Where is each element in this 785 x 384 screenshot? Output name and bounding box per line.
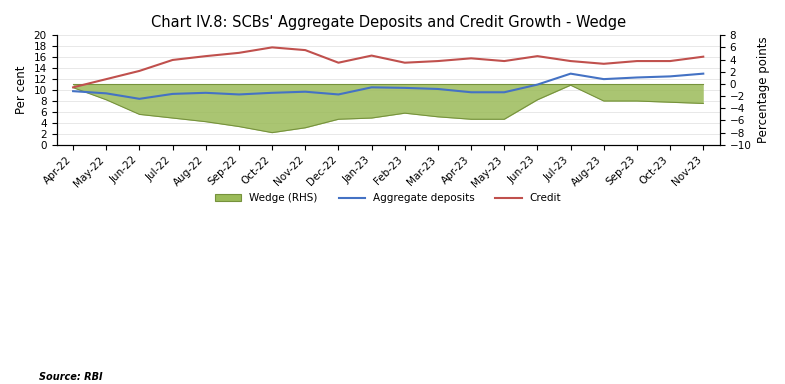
Title: Chart IV.8: SCBs' Aggregate Deposits and Credit Growth - Wedge: Chart IV.8: SCBs' Aggregate Deposits and… bbox=[151, 15, 626, 30]
Text: Source: RBI: Source: RBI bbox=[39, 372, 103, 382]
Legend: Wedge (RHS), Aggregate deposits, Credit: Wedge (RHS), Aggregate deposits, Credit bbox=[210, 189, 566, 207]
Y-axis label: Per cent: Per cent bbox=[15, 66, 28, 114]
Y-axis label: Percentage points: Percentage points bbox=[757, 37, 770, 143]
